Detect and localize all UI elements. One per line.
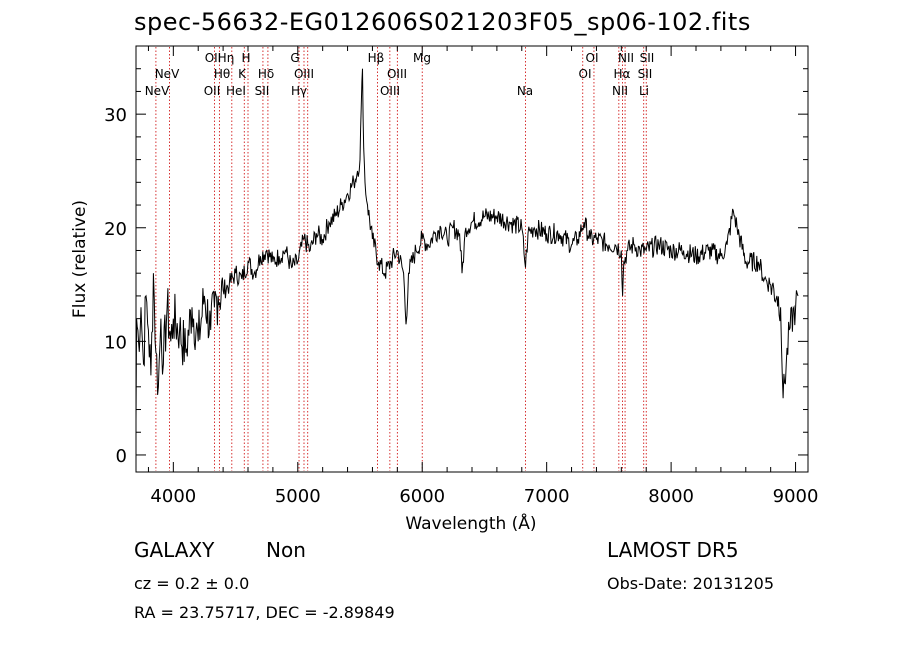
marker-label-2-8: Li: [639, 84, 649, 98]
chart-title: spec-56632-EG012606S021203F05_sp06-102.f…: [134, 8, 751, 36]
spectrum-line: [135, 68, 799, 421]
x-tick-label-4000: 4000: [150, 486, 196, 507]
x-tick-label-6000: 6000: [399, 486, 445, 507]
object-subclass: Non: [266, 538, 306, 562]
plot-frame: [135, 45, 809, 473]
y-tick-label-30: 30: [104, 105, 127, 126]
marker-label-1-0: NeV: [155, 67, 180, 81]
marker-label-0-6: OI: [586, 51, 599, 65]
y-tick-label-10: 10: [104, 332, 127, 353]
marker-label-2-7: NII: [612, 84, 628, 98]
marker-label-1-5: OIII: [387, 67, 407, 81]
y-tick-label-0: 0: [116, 446, 127, 467]
y-axis-label: Flux (relative): [70, 200, 90, 318]
x-tick-label-7000: 7000: [524, 486, 570, 507]
x-axis-ticks: 4000 5000 6000 7000 8000 9000: [147, 46, 819, 507]
marker-label-0-2: H: [241, 51, 250, 65]
marker-label-0-8: SII: [640, 51, 655, 65]
marker-label-1-7: Hα: [614, 67, 631, 81]
x-axis-label: Wavelength (Å): [405, 512, 536, 534]
x-tick-label-9000: 9000: [773, 486, 819, 507]
marker-label-0-1: Hη: [218, 51, 235, 65]
ra-dec: RA = 23.75717, DEC = -2.89849: [134, 603, 395, 622]
marker-label-1-4: OIII: [294, 67, 314, 81]
marker-label-2-3: SII: [255, 84, 270, 98]
marker-label-2-0: NeV: [145, 84, 170, 98]
marker-label-1-1: Hθ: [214, 67, 230, 81]
marker-label-0-5: Mg: [413, 51, 431, 65]
y-axis-ticks: 0 10 20 30: [104, 68, 808, 467]
emission-line-markers: [155, 47, 647, 471]
marker-label-2-6: Na: [517, 84, 533, 98]
marker-label-1-6: OI: [579, 67, 592, 81]
marker-label-0-3: G: [290, 51, 299, 65]
y-tick-label-20: 20: [104, 219, 127, 240]
marker-label-2-1: OII: [204, 84, 221, 98]
marker-label-2-5: OIII: [380, 84, 400, 98]
x-tick-label-8000: 8000: [648, 486, 694, 507]
marker-label-1-3: Hδ: [258, 67, 274, 81]
x-tick-label-5000: 5000: [275, 486, 321, 507]
marker-label-1-8: SII: [638, 67, 653, 81]
survey-name: LAMOST DR5: [607, 538, 739, 562]
obs-date: Obs-Date: 20131205: [607, 574, 775, 593]
redshift-cz: cz = 0.2 ± 0.0: [134, 574, 250, 593]
marker-label-0-4: Hβ: [368, 51, 385, 65]
marker-label-0-0: OII: [205, 51, 222, 65]
marker-label-2-2: HeI: [226, 84, 246, 98]
marker-label-1-2: K: [238, 67, 247, 81]
object-class: GALAXY: [134, 538, 215, 562]
marker-label-0-7: NII: [618, 51, 634, 65]
marker-label-2-4: Hγ: [291, 84, 307, 98]
